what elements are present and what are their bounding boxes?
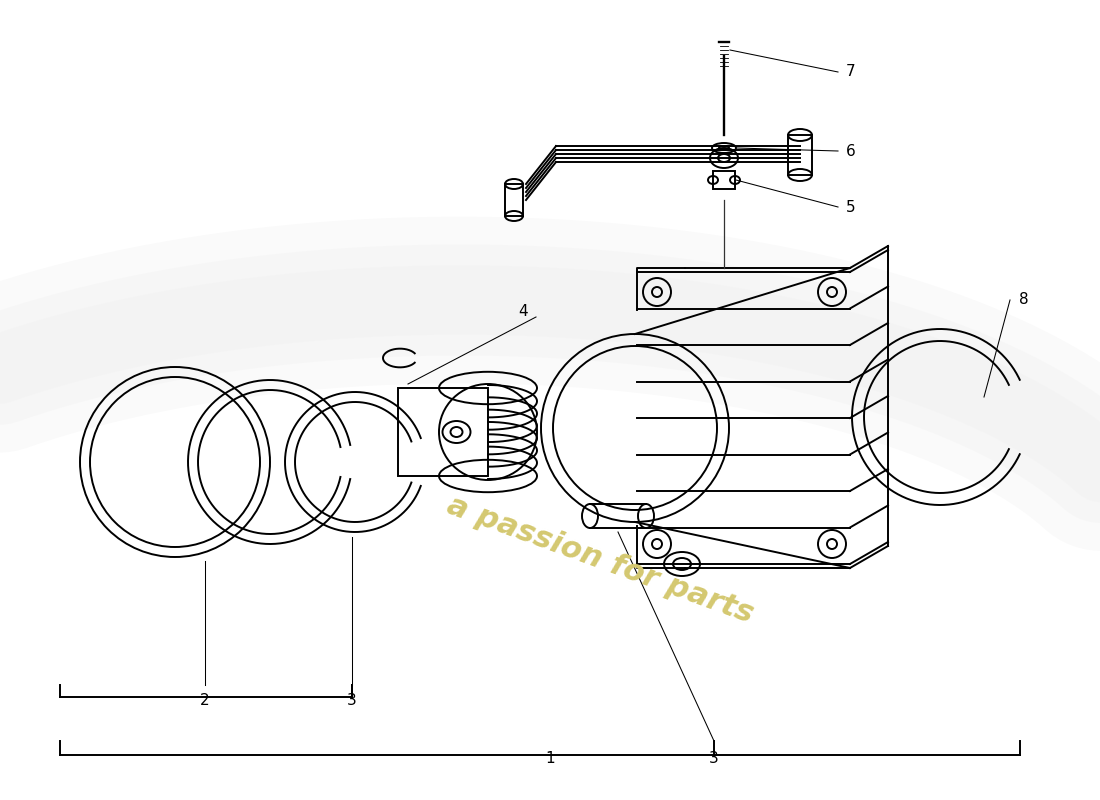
Text: 5: 5 [846, 199, 856, 214]
Text: 7: 7 [846, 65, 856, 79]
Text: 8: 8 [1019, 293, 1028, 307]
Bar [713, 171, 735, 189]
Text: 3: 3 [348, 693, 356, 708]
Text: 2: 2 [200, 693, 210, 708]
Text: a passion for parts: a passion for parts [443, 491, 757, 629]
Bar [398, 388, 488, 476]
Text: 1: 1 [546, 751, 554, 766]
Bar [788, 135, 812, 175]
Text: 4: 4 [518, 303, 528, 318]
Text: 3: 3 [710, 751, 719, 766]
Bar [505, 184, 522, 216]
Text: 6: 6 [846, 143, 856, 158]
